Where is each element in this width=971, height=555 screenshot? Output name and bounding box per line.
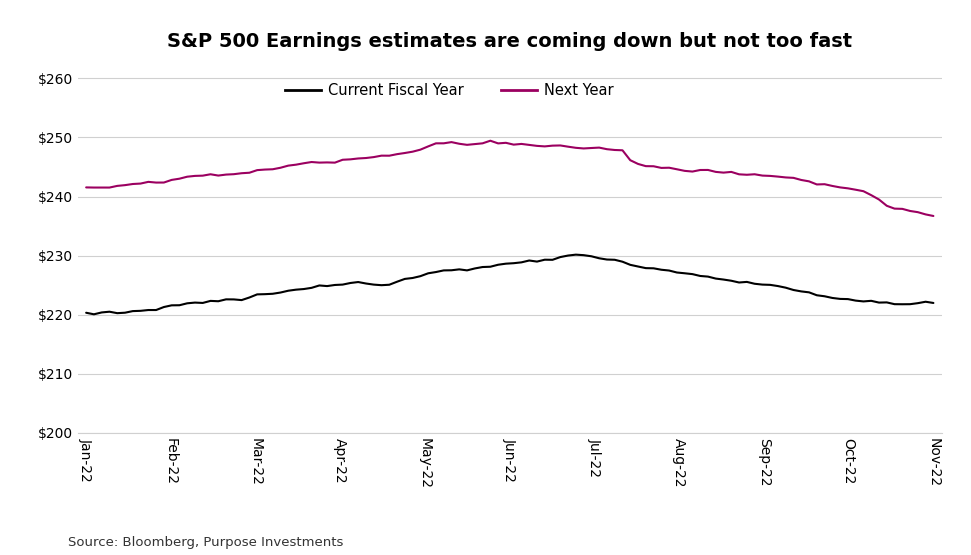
Next Year	[500, 139, 512, 146]
Text: Source: Bloomberg, Purpose Investments: Source: Bloomberg, Purpose Investments	[68, 537, 344, 549]
Current Fiscal Year	[570, 251, 582, 258]
Current Fiscal Year	[694, 273, 706, 279]
Next Year	[912, 209, 923, 215]
Next Year	[469, 141, 481, 148]
Next Year	[81, 184, 92, 191]
Next Year	[686, 168, 698, 175]
Legend: Current Fiscal Year, Next Year: Current Fiscal Year, Next Year	[279, 78, 619, 104]
Current Fiscal Year	[927, 300, 939, 306]
Next Year	[329, 159, 341, 166]
Current Fiscal Year	[88, 311, 100, 317]
Next Year	[927, 213, 939, 219]
Current Fiscal Year	[337, 281, 349, 288]
Title: S&P 500 Earnings estimates are coming down but not too fast: S&P 500 Earnings estimates are coming do…	[167, 32, 853, 51]
Next Year	[485, 138, 496, 144]
Current Fiscal Year	[888, 301, 900, 307]
Line: Current Fiscal Year: Current Fiscal Year	[86, 255, 933, 314]
Next Year	[881, 203, 892, 209]
Line: Next Year: Next Year	[86, 141, 933, 216]
Current Fiscal Year	[81, 310, 92, 316]
Current Fiscal Year	[920, 299, 931, 305]
Current Fiscal Year	[500, 260, 512, 267]
Current Fiscal Year	[477, 264, 488, 270]
